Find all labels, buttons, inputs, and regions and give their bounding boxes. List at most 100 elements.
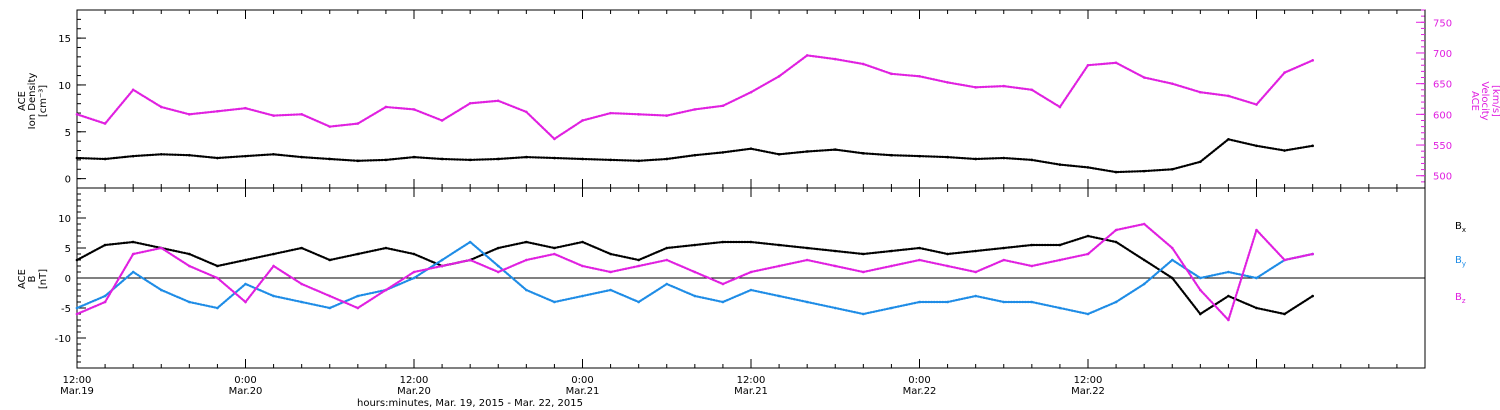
by-point [553,300,556,304]
bx-point [244,258,247,262]
velocity-point [440,119,444,122]
by-point [1058,306,1062,310]
density-point [525,155,528,159]
bx-point [1283,312,1286,316]
bz-point [553,252,556,256]
bx-point [496,246,500,250]
density-point [1030,158,1034,162]
velocity-point [862,62,865,66]
bz-point [721,282,725,286]
by-point [103,294,107,298]
density-point [188,153,191,157]
density-point [1142,169,1146,173]
by-point [1199,276,1202,280]
velocity-point [974,86,977,89]
density-point [103,157,107,161]
bz-point [946,264,949,268]
by-point [75,306,79,310]
density-point [328,157,332,161]
by-point [1002,300,1006,304]
by-point [805,300,809,304]
x-tick-date: Mar.20 [229,386,263,397]
x-tick-time: 0:00 [571,375,593,386]
density-point [693,153,697,157]
velocity-point [749,90,753,94]
y-tick-label: 10 [58,81,71,92]
density-point [1311,144,1314,148]
velocity-point [272,114,275,117]
bx-point [693,243,697,247]
legend-bz: Bz [1455,292,1466,305]
density-point [637,159,640,163]
density-point [862,152,865,155]
bx-point [918,246,921,250]
velocity-point [1086,63,1090,67]
bx-point [665,246,669,250]
density-point [1002,156,1006,160]
velocity-point [721,104,725,108]
density-point [468,158,472,162]
bz-point [1170,246,1174,250]
velocity-point [300,113,303,116]
velocity-point [693,108,697,111]
x-tick-time: 12:00 [1074,375,1103,386]
panel-bottom: -10 -5 0 5 10 ACE B [nT] Bx By Bz [17,187,1466,369]
bx-point [749,240,753,244]
bx-point [553,246,556,250]
bx-point [1170,276,1174,280]
y-tick-label: 750 [1433,18,1452,29]
bx-point [75,258,79,262]
bz-point [272,264,275,268]
bx-point [946,252,949,256]
bx-point [1002,246,1006,250]
bx-point [777,243,781,247]
y-tick-label: 10 [58,214,71,225]
velocity-point [412,108,416,111]
by-point [496,264,500,268]
density-point [1199,160,1202,164]
bx-point [525,240,528,244]
y-tick-label: 0 [65,274,71,285]
x-tick-date: Mar.22 [903,386,937,397]
bz-point [525,258,528,262]
bz-point [665,258,669,262]
density-point [833,148,837,151]
bz-point [75,312,79,316]
density-point [918,154,921,158]
bx-point [300,246,303,250]
b-field-plot [75,222,1425,323]
density-point [440,157,444,161]
by-point [188,300,191,304]
x-tick-date: Mar.21 [566,386,600,397]
y-tick-label: 15 [58,34,71,45]
by-point [974,294,977,298]
velocity-point [1311,59,1314,62]
bx-point [103,243,107,247]
bz-point [1227,318,1230,322]
y-tick-label: 5 [65,128,71,139]
bz-point [328,294,332,298]
velocity-point [637,113,640,116]
bz-point [862,270,865,274]
bz-point [1114,228,1118,232]
velocity-point [1002,84,1006,88]
velocity-trace [75,54,1314,141]
velocity-axis: 500 550 600 650 700 750 [1416,9,1452,189]
bz-point [244,300,247,304]
velocity-point [946,81,949,84]
y-tick-label: 700 [1433,49,1452,60]
bx-point [1086,234,1090,238]
velocity-point [496,99,500,103]
density-point [777,152,781,156]
bz-point [1086,252,1090,256]
bz-point [1311,252,1314,256]
panel-top-frame [76,9,1426,189]
velocity-point [1199,90,1202,94]
y-tick-label: 650 [1433,80,1452,91]
density-point [721,151,725,154]
by-point [665,282,669,286]
density-point [581,157,584,161]
density-point [356,159,360,163]
bx-point [609,252,612,256]
bz-point [974,270,977,274]
